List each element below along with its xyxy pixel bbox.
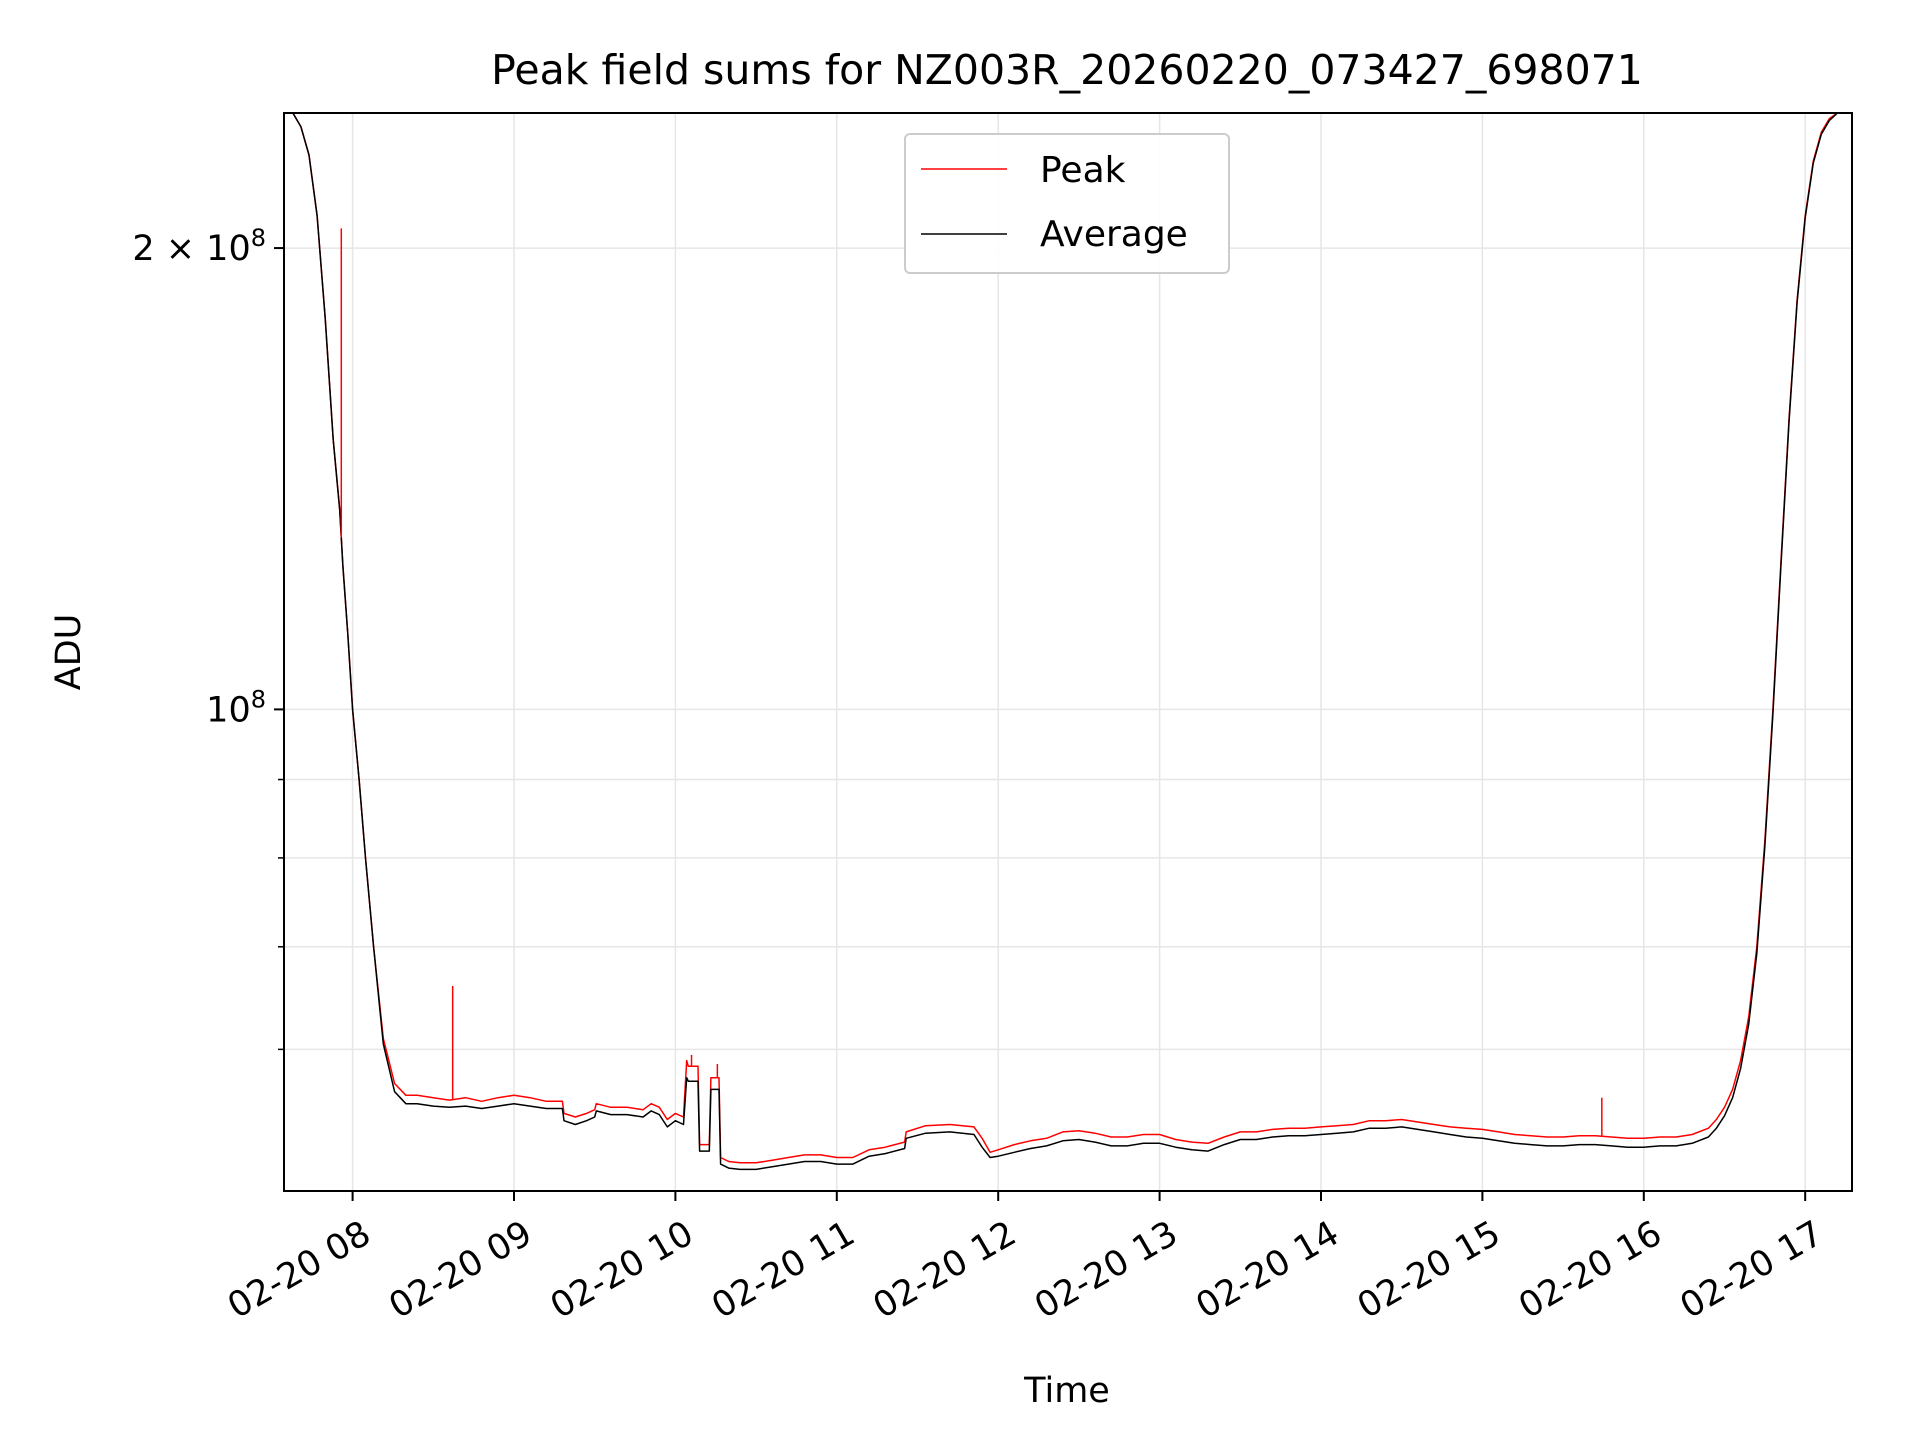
y-tick-base: 10 [206, 690, 251, 730]
series-line-peak [284, 113, 1852, 1164]
legend-label-peak: Peak [1040, 150, 1126, 191]
y-tick-exponent: 8 [251, 685, 266, 713]
series-line-average [284, 113, 1852, 1171]
chart-title: Peak field sums for NZ003R_20260220_0734… [491, 46, 1643, 94]
grid [284, 113, 1852, 1191]
y-tick-exponent: 8 [251, 224, 266, 252]
y-tick-label: 108 [206, 685, 266, 730]
x-axis-label: Time [1023, 1371, 1110, 1411]
y-axis-label: ADU [49, 614, 89, 691]
legend-label-average: Average [1040, 214, 1188, 255]
plot-frame [283, 112, 1853, 1192]
series-layer [284, 113, 1852, 1171]
y-tick-mantissa: 2 × [132, 229, 206, 269]
y-tick-label: 2 × 108 [132, 224, 266, 269]
legend: Peak Average [904, 133, 1230, 274]
y-tick-base: 10 [206, 229, 251, 269]
